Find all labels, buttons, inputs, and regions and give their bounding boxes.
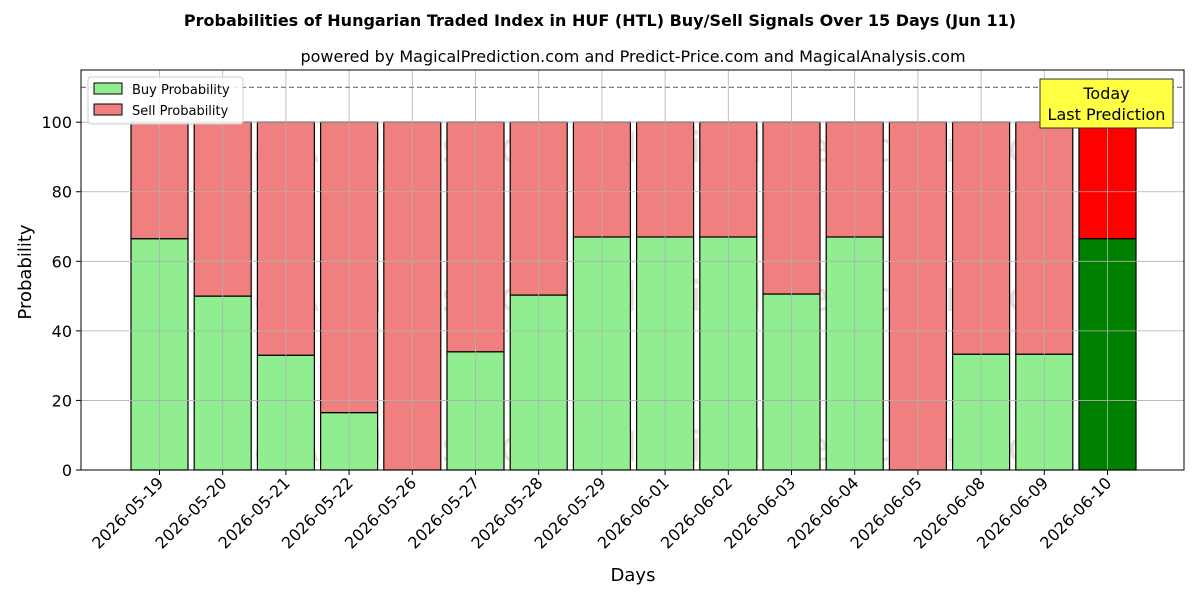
y-tick-label: 100 [41, 113, 72, 132]
plot-frame [80, 69, 1185, 471]
today-annotation: Today Last Prediction [1039, 78, 1174, 129]
legend-swatch [93, 103, 123, 116]
annotation-box [1039, 78, 1174, 129]
legend: Buy Probability Sell Probability [87, 76, 244, 125]
chart-title: Probabilities of Hungarian Traded Index … [184, 11, 1016, 30]
annotation-line1: Today [1082, 84, 1129, 103]
legend-swatch [93, 82, 123, 95]
y-tick-label: 60 [52, 252, 72, 271]
legend-label: Sell Probability [132, 104, 229, 119]
x-axis-label: Days [611, 565, 656, 586]
legend-frame [87, 76, 244, 125]
y-tick-label: 80 [52, 183, 72, 202]
annotation-line2: Last Prediction [1048, 105, 1166, 124]
chart-subtitle: powered by MagicalPrediction.com and Pre… [300, 47, 965, 66]
y-axis-label: Probability [15, 224, 36, 319]
y-tick-label: 20 [52, 391, 72, 410]
legend-label: Buy Probability [132, 83, 230, 98]
y-tick-label: 40 [52, 322, 72, 341]
y-tick-label: 0 [62, 461, 72, 480]
